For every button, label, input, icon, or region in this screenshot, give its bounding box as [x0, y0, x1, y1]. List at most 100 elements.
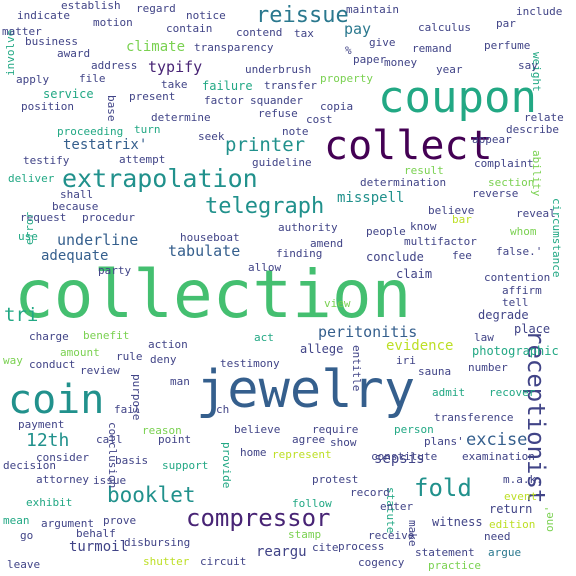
word-par: par [496, 17, 516, 30]
word-contend: contend [236, 26, 283, 39]
word-deliver: deliver [8, 172, 55, 185]
word-claim: claim [396, 267, 433, 281]
word-complaint: complaint [474, 157, 534, 170]
word-review: review [80, 364, 120, 377]
word-number: number [468, 361, 508, 374]
word-collect: collect [324, 123, 493, 169]
word-place: place [514, 322, 551, 336]
word-whom: whom [510, 225, 537, 238]
word-section: section [488, 176, 535, 189]
word-coin: coin [8, 377, 105, 423]
word-sepsis: sepsis [374, 451, 425, 467]
word-require: require [312, 423, 359, 436]
word-seek: seek [198, 130, 225, 143]
word-reargu: reargu [256, 544, 307, 560]
word-adequate: adequate [41, 248, 109, 264]
word-statement: statement [415, 546, 475, 559]
word-cite: cite [312, 541, 339, 554]
word-because: because [52, 200, 99, 213]
word-prove: prove [103, 514, 137, 527]
word-property: property [320, 72, 373, 85]
word-believe-1: believe [428, 204, 475, 217]
word-motion: motion [93, 16, 133, 29]
word-relate: relate [524, 111, 564, 124]
word-position: position [21, 100, 74, 113]
word-recover: recover [489, 386, 536, 399]
word-error: error [23, 211, 36, 245]
word-leave: leave [7, 558, 41, 571]
word-houseboat: houseboat [180, 231, 240, 244]
word-man: man [170, 375, 190, 388]
word-home: home [240, 446, 267, 459]
word-attorney: attorney [36, 473, 89, 486]
word-degrade: degrade [478, 308, 529, 322]
word-constitute: constitute [371, 450, 438, 463]
word-take: take [161, 78, 188, 91]
word-procedur: procedur [82, 211, 135, 224]
word-base: base [105, 95, 118, 122]
word-protest: protest [312, 473, 359, 486]
word-underline: underline [57, 231, 139, 249]
word-matter: matter [2, 25, 42, 38]
word-believe-2: believe [234, 423, 281, 436]
word-failure: failure [202, 79, 253, 93]
word-reissue: reissue [256, 3, 349, 28]
word-allege: allege [300, 342, 344, 356]
word-regard: regard [136, 2, 176, 15]
word-transfer: transfer [264, 79, 317, 92]
word-jewelry: jewelry [196, 360, 416, 420]
word-turn: turn [134, 123, 161, 136]
word-mean: mean [3, 514, 30, 527]
word-people: people [366, 225, 406, 238]
word-apply: apply [16, 73, 50, 86]
word-excise: excise [466, 430, 528, 450]
word-present: present [129, 90, 176, 103]
word-underbrush: underbrush [245, 63, 312, 76]
word-misspell: misspell [337, 190, 405, 206]
word-false: false.' [496, 245, 543, 258]
word-reverse: reverse [472, 187, 519, 200]
word-include: include [516, 5, 563, 18]
word-note: note [282, 125, 309, 138]
word-testify: testify [23, 154, 70, 167]
word-stamp: stamp [288, 528, 322, 541]
word-amend: amend [310, 237, 344, 250]
word-award: award [57, 47, 91, 60]
word-process: process [338, 540, 385, 553]
word-witness: witness [432, 515, 483, 529]
word-address: address [91, 59, 138, 72]
word-payment: payment [18, 418, 65, 431]
word-appear: appear [472, 133, 512, 146]
word-argue: argue [488, 546, 522, 559]
word-call: call [96, 433, 123, 446]
word-say: say [518, 59, 538, 72]
word-conclude: conclude [366, 250, 424, 264]
word-decision: decision [3, 459, 56, 472]
word-perfume: perfume [484, 39, 531, 52]
word-mak: m.a.k. [503, 473, 543, 486]
word-way: way [3, 354, 23, 367]
word-establish: establish [61, 0, 121, 12]
word-shall: shall [60, 188, 94, 201]
word-receive: receive [368, 529, 415, 542]
word-reveal: reveal [516, 207, 556, 220]
word-tri: tri [4, 304, 39, 326]
word-squander: squander [250, 94, 303, 107]
word-guideline: guideline [252, 156, 312, 169]
word-basis: basis [115, 454, 149, 467]
word-iri: iri [396, 354, 416, 367]
word-calculus: calculus [418, 21, 471, 34]
word-copia: copia [320, 100, 354, 113]
word-paper: paper [353, 53, 387, 66]
word-extrapolation: extrapolation [62, 164, 258, 193]
word-provide: provide [220, 442, 233, 489]
word-cost: cost [306, 113, 333, 126]
word-conduct: conduct [29, 358, 76, 371]
word-argument: argument [41, 517, 94, 530]
word-year: year [436, 63, 463, 76]
word-act: act [254, 331, 274, 344]
word-file: file [79, 72, 106, 85]
word-admit: admit [432, 386, 466, 399]
word-refuse: refuse [258, 107, 298, 120]
